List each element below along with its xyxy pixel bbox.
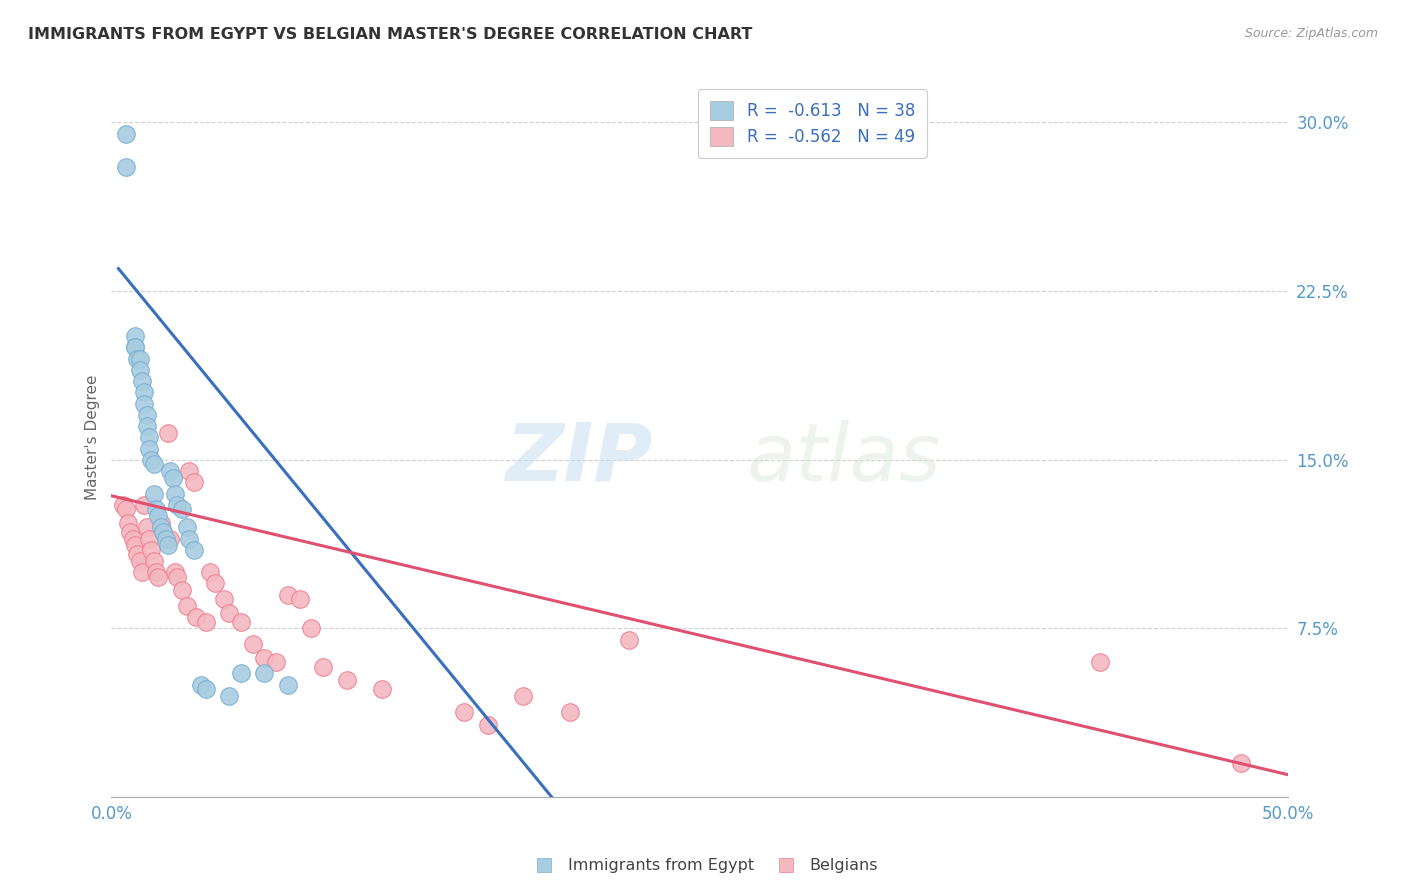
Point <box>253 650 276 665</box>
Point <box>204 576 226 591</box>
Point <box>312 659 335 673</box>
Point <box>131 374 153 388</box>
Point <box>112 498 135 512</box>
Point <box>176 520 198 534</box>
Point <box>1088 655 1111 669</box>
Point <box>166 570 188 584</box>
Point <box>176 599 198 613</box>
Point <box>124 340 146 354</box>
Point <box>128 554 150 568</box>
Point <box>121 532 143 546</box>
Point <box>183 475 205 490</box>
Point <box>114 502 136 516</box>
Point <box>229 615 252 629</box>
Point <box>253 666 276 681</box>
Point <box>162 471 184 485</box>
Point <box>194 615 217 629</box>
Point <box>170 502 193 516</box>
Point <box>148 508 170 523</box>
Point <box>156 425 179 440</box>
Point <box>214 592 236 607</box>
Point <box>142 554 165 568</box>
Point <box>142 486 165 500</box>
Point <box>114 127 136 141</box>
Point <box>242 637 264 651</box>
Point <box>148 570 170 584</box>
Point <box>145 566 167 580</box>
Point <box>183 542 205 557</box>
Point <box>371 682 394 697</box>
Point <box>177 464 200 478</box>
Y-axis label: Master's Degree: Master's Degree <box>86 375 100 500</box>
Point <box>138 430 160 444</box>
Point <box>141 542 163 557</box>
Legend: Immigrants from Egypt, Belgians: Immigrants from Egypt, Belgians <box>522 852 884 880</box>
Point <box>156 538 179 552</box>
Legend: R =  -0.613   N = 38, R =  -0.562   N = 49: R = -0.613 N = 38, R = -0.562 N = 49 <box>699 89 927 158</box>
Point <box>617 632 640 647</box>
Point <box>1230 756 1253 771</box>
Point <box>453 705 475 719</box>
Point <box>288 592 311 607</box>
Point <box>264 655 287 669</box>
Text: ZIP: ZIP <box>505 420 652 498</box>
Point <box>134 385 156 400</box>
Point <box>163 486 186 500</box>
Point <box>229 666 252 681</box>
Point <box>152 524 174 539</box>
Point <box>159 532 181 546</box>
Point <box>131 566 153 580</box>
Point <box>277 678 299 692</box>
Point <box>124 329 146 343</box>
Point <box>299 622 322 636</box>
Point <box>145 502 167 516</box>
Point <box>142 457 165 471</box>
Point <box>218 606 240 620</box>
Point <box>141 452 163 467</box>
Text: IMMIGRANTS FROM EGYPT VS BELGIAN MASTER'S DEGREE CORRELATION CHART: IMMIGRANTS FROM EGYPT VS BELGIAN MASTER'… <box>28 27 752 42</box>
Point <box>155 532 177 546</box>
Point <box>114 161 136 175</box>
Point <box>134 498 156 512</box>
Point <box>127 351 149 366</box>
Point <box>512 689 534 703</box>
Point <box>134 396 156 410</box>
Point <box>218 689 240 703</box>
Point <box>194 682 217 697</box>
Point <box>117 516 139 530</box>
Point <box>128 363 150 377</box>
Text: atlas: atlas <box>747 420 942 498</box>
Point <box>135 408 157 422</box>
Point <box>149 520 172 534</box>
Point <box>200 566 222 580</box>
Point <box>163 566 186 580</box>
Point <box>190 678 212 692</box>
Point <box>336 673 359 688</box>
Point <box>135 419 157 434</box>
Point <box>135 520 157 534</box>
Text: Source: ZipAtlas.com: Source: ZipAtlas.com <box>1244 27 1378 40</box>
Point <box>127 547 149 561</box>
Point <box>138 532 160 546</box>
Point <box>159 464 181 478</box>
Point <box>138 442 160 456</box>
Point <box>170 583 193 598</box>
Point <box>128 351 150 366</box>
Point <box>277 588 299 602</box>
Point <box>124 538 146 552</box>
Point <box>560 705 582 719</box>
Point <box>124 340 146 354</box>
Point <box>184 610 207 624</box>
Point <box>477 718 499 732</box>
Point <box>152 524 174 539</box>
Point <box>149 516 172 530</box>
Point <box>166 498 188 512</box>
Point <box>120 524 142 539</box>
Point <box>177 532 200 546</box>
